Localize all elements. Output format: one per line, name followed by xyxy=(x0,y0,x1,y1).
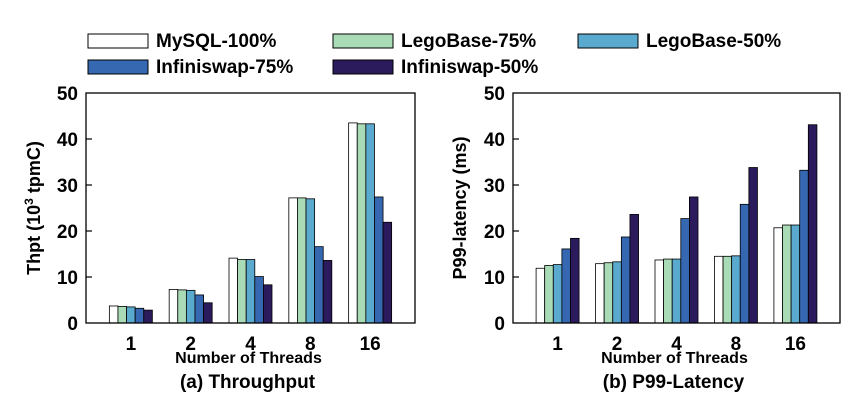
y-tick-label: 30 xyxy=(57,176,78,197)
legend-swatch xyxy=(332,33,394,49)
y-tick-label: 0 xyxy=(67,314,78,335)
bar xyxy=(348,122,358,324)
bar xyxy=(314,246,324,324)
y-axis-title: Thpt (103 tpmC) xyxy=(22,141,44,275)
bar xyxy=(790,224,801,324)
y-tick-label: 20 xyxy=(484,222,505,243)
y-axis-title-unit: tpmC) xyxy=(24,141,44,198)
x-tick-label: 1 xyxy=(126,334,137,355)
bar xyxy=(535,267,546,324)
bar xyxy=(807,124,818,324)
bar xyxy=(288,197,298,324)
bar xyxy=(570,237,580,324)
panel-throughput: 0 10 20 30 40 50 1 2 4 8 16 Number of Threads (a) Th… xyxy=(22,84,416,393)
x-tick-label: 8 xyxy=(305,334,316,355)
bar xyxy=(185,289,196,324)
bar xyxy=(680,218,690,324)
y-axis-title-main: Thpt (10 xyxy=(24,205,44,275)
legend-label: Infiniswap-50% xyxy=(401,57,538,78)
bar xyxy=(356,123,367,324)
bar xyxy=(305,198,316,324)
bar xyxy=(552,264,563,324)
y-tick-label: 50 xyxy=(57,84,78,105)
bar xyxy=(731,255,741,324)
bar xyxy=(322,260,333,324)
bar xyxy=(262,284,273,324)
bar xyxy=(671,258,682,324)
x-axis-title: Number of Threads xyxy=(175,350,322,367)
legend-swatch xyxy=(87,59,149,75)
bar xyxy=(544,265,554,324)
bar xyxy=(297,197,307,324)
y-tick-label: 10 xyxy=(484,268,505,289)
bar xyxy=(603,262,614,324)
bar xyxy=(739,203,750,324)
bar xyxy=(177,289,187,324)
x-tick-label: 16 xyxy=(360,334,381,355)
legend-swatch xyxy=(577,33,639,49)
y-tick-label: 50 xyxy=(484,84,505,105)
bar xyxy=(374,196,384,324)
legend-swatch xyxy=(87,33,149,49)
bar xyxy=(168,289,179,324)
bar xyxy=(254,276,264,324)
legend-swatch xyxy=(332,59,394,75)
bar xyxy=(561,248,571,324)
bar xyxy=(773,227,783,324)
y-tick-label: 40 xyxy=(484,130,505,151)
bar xyxy=(595,263,605,324)
legend-label: MySQL-100% xyxy=(156,31,276,52)
bar xyxy=(117,306,127,324)
y-tick-label: 10 xyxy=(57,268,78,289)
bar xyxy=(689,196,699,324)
y-tick-label: 40 xyxy=(57,130,78,151)
bar xyxy=(108,305,119,324)
plot-frame xyxy=(512,92,841,324)
panel-caption: (b) P99-Latency xyxy=(603,372,745,393)
bar xyxy=(748,167,758,324)
panel-caption: (a) Throughput xyxy=(180,372,316,393)
bar xyxy=(654,259,665,324)
bar xyxy=(228,257,239,324)
bar xyxy=(134,307,145,324)
bar xyxy=(663,258,673,324)
legend: MySQL-100% LegoBase-75% LegoBase-50% Infini… xyxy=(87,31,781,78)
legend-label: LegoBase-75% xyxy=(401,31,536,52)
bar xyxy=(245,259,256,324)
x-tick-label: 2 xyxy=(612,334,623,355)
x-tick-label: 4 xyxy=(671,334,682,355)
bar xyxy=(629,214,639,324)
bar xyxy=(382,221,393,324)
y-tick-label: 30 xyxy=(484,176,505,197)
y-axis-title: P99-latency (ms) xyxy=(450,136,470,279)
bar xyxy=(620,236,631,324)
x-tick-label: 4 xyxy=(245,334,256,355)
bar xyxy=(612,261,622,324)
bar xyxy=(714,255,724,324)
bar xyxy=(799,169,809,324)
plot-frame xyxy=(85,92,416,324)
bar xyxy=(782,224,792,324)
legend-label: Infiniswap-75% xyxy=(156,57,293,78)
x-tick-label: 2 xyxy=(185,334,196,355)
panel-p99-latency: 0 10 20 30 40 50 1 2 4 8 16 Number of Threads (b) P9… xyxy=(450,84,841,393)
x-tick-label: 16 xyxy=(785,334,806,355)
bar xyxy=(143,309,153,324)
x-tick-label: 8 xyxy=(731,334,742,355)
bar xyxy=(126,306,136,324)
legend-label: LegoBase-50% xyxy=(646,31,781,52)
bar xyxy=(203,302,213,324)
bar xyxy=(365,123,375,324)
bar xyxy=(237,259,247,324)
bar xyxy=(722,255,733,324)
x-axis-title: Number of Threads xyxy=(601,350,748,367)
y-axis-title-superscript: 3 xyxy=(22,198,36,205)
x-tick-label: 1 xyxy=(552,334,563,355)
bar xyxy=(194,294,204,324)
y-tick-label: 20 xyxy=(57,222,78,243)
y-tick-label: 0 xyxy=(494,314,505,335)
